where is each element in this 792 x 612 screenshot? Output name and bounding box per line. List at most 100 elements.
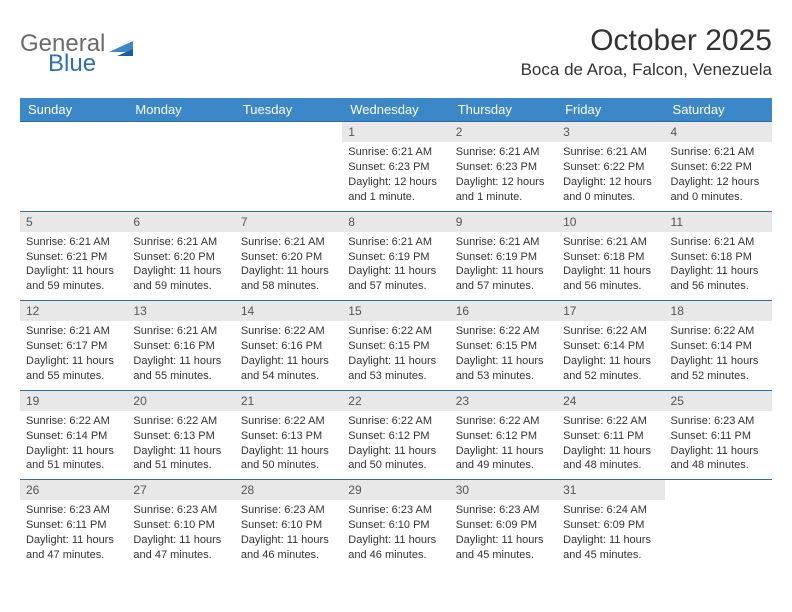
- calendar-day: 28Sunrise: 6:23 AMSunset: 6:10 PMDayligh…: [235, 480, 342, 569]
- day-number: 26: [20, 480, 127, 500]
- day-number: 19: [20, 391, 127, 411]
- calendar-header-row: SundayMondayTuesdayWednesdayThursdayFrid…: [20, 98, 772, 122]
- calendar-day: [235, 122, 342, 212]
- day-number: 17: [557, 301, 664, 321]
- day-number: 7: [235, 212, 342, 232]
- calendar-day: 4Sunrise: 6:21 AMSunset: 6:22 PMDaylight…: [665, 122, 772, 212]
- weekday-header: Monday: [127, 98, 234, 122]
- sunrise-text: Sunrise: 6:22 AM: [671, 324, 766, 339]
- sunrise-text: Sunrise: 6:22 AM: [563, 324, 658, 339]
- calendar-day: 30Sunrise: 6:23 AMSunset: 6:09 PMDayligh…: [450, 480, 557, 569]
- weekday-header: Tuesday: [235, 98, 342, 122]
- calendar-day: 17Sunrise: 6:22 AMSunset: 6:14 PMDayligh…: [557, 301, 664, 391]
- calendar-day: 25Sunrise: 6:23 AMSunset: 6:11 PMDayligh…: [665, 390, 772, 480]
- sunset-text: Sunset: 6:21 PM: [26, 250, 121, 265]
- calendar-day: 26 Sunrise: 6:23 AMSunset: 6:11 PMDayligh…: [20, 480, 127, 569]
- daylight-text: Daylight: 11 hours and 53 minutes.: [348, 354, 443, 384]
- sunrise-text: Sunrise: 6:24 AM: [563, 503, 658, 518]
- calendar-day: 2Sunrise: 6:21 AMSunset: 6:23 PMDaylight…: [450, 122, 557, 212]
- day-number: 5: [20, 212, 127, 232]
- sunset-text: Sunset: 6:16 PM: [133, 339, 228, 354]
- sunset-text: Sunset: 6:10 PM: [133, 518, 228, 533]
- sunrise-text: Sunrise: 6:22 AM: [241, 414, 336, 429]
- sunrise-text: Sunrise: 6:23 AM: [26, 503, 121, 518]
- calendar-day: 14Sunrise: 6:22 AMSunset: 6:16 PMDayligh…: [235, 301, 342, 391]
- daylight-text: Daylight: 11 hours and 57 minutes.: [348, 264, 443, 294]
- day-number: 18: [665, 301, 772, 321]
- daylight-text: Daylight: 11 hours and 52 minutes.: [671, 354, 766, 384]
- daylight-text: Daylight: 11 hours and 49 minutes.: [456, 444, 551, 474]
- day-number: 16: [450, 301, 557, 321]
- logo: GeneralBlue: [20, 24, 133, 76]
- daylight-text: Daylight: 11 hours and 47 minutes.: [26, 533, 121, 563]
- calendar-week: 26Sunrise: 6:23 AMSunset: 6:11 PMDayligh…: [20, 480, 772, 569]
- calendar-day: 7Sunrise: 6:21 AMSunset: 6:20 PMDaylight…: [235, 211, 342, 301]
- sunset-text: Sunset: 6:12 PM: [456, 429, 551, 444]
- sunrise-text: Sunrise: 6:21 AM: [456, 235, 551, 250]
- sunset-text: Sunset: 6:15 PM: [456, 339, 551, 354]
- day-number: 27: [127, 480, 234, 500]
- sunrise-text: Sunrise: 6:21 AM: [133, 235, 228, 250]
- calendar-week: 1Sunrise: 6:21 AMSunset: 6:23 PMDaylight…: [20, 122, 772, 212]
- sunrise-text: Sunrise: 6:22 AM: [241, 324, 336, 339]
- sunrise-text: Sunrise: 6:22 AM: [456, 324, 551, 339]
- weekday-header: Sunday: [20, 98, 127, 122]
- calendar-day: [665, 480, 772, 569]
- sunset-text: Sunset: 6:22 PM: [563, 160, 658, 175]
- calendar-day: 3 Sunrise: 6:21 AMSunset: 6:22 PMDaylight…: [557, 122, 664, 212]
- calendar-week: 19Sunrise: 6:22 AMSunset: 6:14 PMDayligh…: [20, 390, 772, 480]
- sunset-text: Sunset: 6:18 PM: [671, 250, 766, 265]
- daylight-text: Daylight: 11 hours and 59 minutes.: [26, 264, 121, 294]
- day-number: 10: [557, 212, 664, 232]
- calendar-day: 16Sunrise: 6:22 AMSunset: 6:15 PMDayligh…: [450, 301, 557, 391]
- daylight-text: Daylight: 11 hours and 48 minutes.: [671, 444, 766, 474]
- daylight-text: Daylight: 11 hours and 50 minutes.: [348, 444, 443, 474]
- sunset-text: Sunset: 6:14 PM: [671, 339, 766, 354]
- sunset-text: Sunset: 6:11 PM: [26, 518, 121, 533]
- day-number: 15: [342, 301, 449, 321]
- day-number: 21: [235, 391, 342, 411]
- sunset-text: Sunset: 6:19 PM: [348, 250, 443, 265]
- day-number: 3: [557, 122, 664, 142]
- calendar-day: 23 Sunrise: 6:22 AMSunset: 6:12 PMDayligh…: [450, 390, 557, 480]
- sunrise-text: Sunrise: 6:21 AM: [563, 235, 658, 250]
- sunrise-text: Sunrise: 6:21 AM: [348, 145, 443, 160]
- calendar-day: 20Sunrise: 6:22 AMSunset: 6:13 PMDayligh…: [127, 390, 234, 480]
- sunrise-text: Sunrise: 6:23 AM: [456, 503, 551, 518]
- calendar-day: [20, 122, 127, 212]
- daylight-text: Daylight: 11 hours and 51 minutes.: [26, 444, 121, 474]
- daylight-text: Daylight: 12 hours and 0 minutes.: [563, 175, 658, 205]
- daylight-text: Daylight: 11 hours and 55 minutes.: [133, 354, 228, 384]
- daylight-text: Daylight: 11 hours and 56 minutes.: [671, 264, 766, 294]
- day-number: 23: [450, 391, 557, 411]
- calendar-day: 18 Sunrise: 6:22 AMSunset: 6:14 PMDayligh…: [665, 301, 772, 391]
- sunrise-text: Sunrise: 6:21 AM: [26, 324, 121, 339]
- daylight-text: Daylight: 12 hours and 1 minute.: [348, 175, 443, 205]
- calendar-day: 29Sunrise: 6:23 AMSunset: 6:10 PMDayligh…: [342, 480, 449, 569]
- sunset-text: Sunset: 6:16 PM: [241, 339, 336, 354]
- daylight-text: Daylight: 11 hours and 51 minutes.: [133, 444, 228, 474]
- sunrise-text: Sunrise: 6:23 AM: [348, 503, 443, 518]
- sunset-text: Sunset: 6:23 PM: [348, 160, 443, 175]
- calendar-day: 8Sunrise: 6:21 AMSunset: 6:19 PMDaylight…: [342, 211, 449, 301]
- daylight-text: Daylight: 11 hours and 52 minutes.: [563, 354, 658, 384]
- sunset-text: Sunset: 6:20 PM: [241, 250, 336, 265]
- day-number: 13: [127, 301, 234, 321]
- day-number: 25: [665, 391, 772, 411]
- sunrise-text: Sunrise: 6:22 AM: [563, 414, 658, 429]
- sunrise-text: Sunrise: 6:22 AM: [348, 324, 443, 339]
- calendar-day: 6Sunrise: 6:21 AMSunset: 6:20 PMDaylight…: [127, 211, 234, 301]
- header: GeneralBlue October 2025 Boca de Aroa, F…: [20, 24, 772, 80]
- sunrise-text: Sunrise: 6:22 AM: [456, 414, 551, 429]
- daylight-text: Daylight: 11 hours and 54 minutes.: [241, 354, 336, 384]
- sunset-text: Sunset: 6:10 PM: [241, 518, 336, 533]
- calendar-day: 10Sunrise: 6:21 AMSunset: 6:18 PMDayligh…: [557, 211, 664, 301]
- calendar-day: 15Sunrise: 6:22 AMSunset: 6:15 PMDayligh…: [342, 301, 449, 391]
- daylight-text: Daylight: 11 hours and 48 minutes.: [563, 444, 658, 474]
- calendar-day: [127, 122, 234, 212]
- sunrise-text: Sunrise: 6:21 AM: [563, 145, 658, 160]
- daylight-text: Daylight: 11 hours and 55 minutes.: [26, 354, 121, 384]
- location: Boca de Aroa, Falcon, Venezuela: [521, 60, 772, 80]
- sunrise-text: Sunrise: 6:21 AM: [456, 145, 551, 160]
- day-number: 4: [665, 122, 772, 142]
